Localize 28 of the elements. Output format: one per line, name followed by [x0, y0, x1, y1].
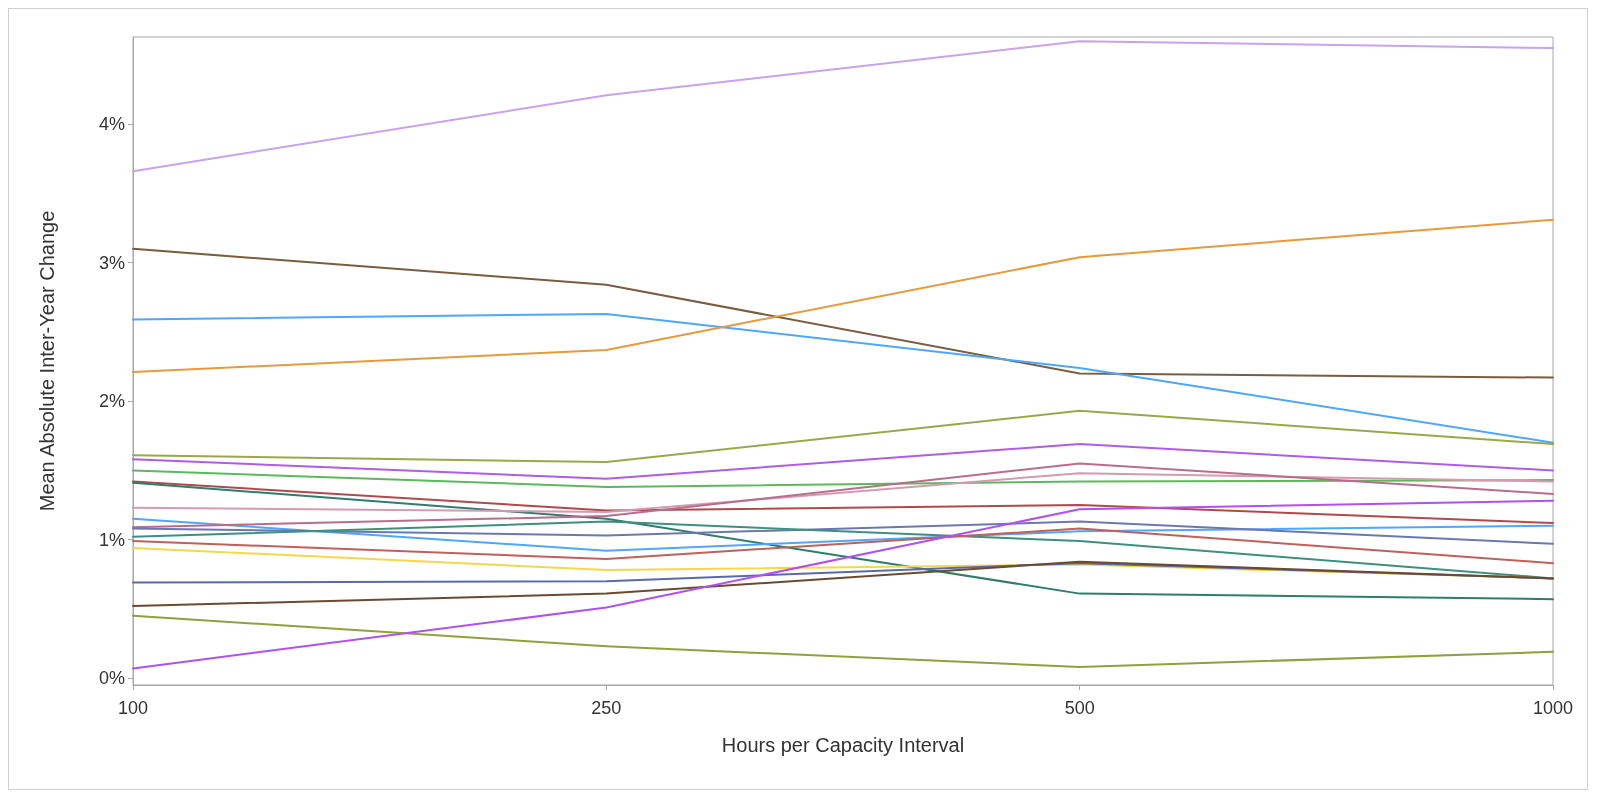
- line-series: [132, 218, 1554, 374]
- line-series: [132, 614, 1554, 668]
- line-series: [132, 247, 1554, 379]
- line-series: [132, 40, 1554, 173]
- y-tick-label: 1%: [98, 529, 125, 550]
- line-series: [132, 499, 1554, 670]
- y-axis-title: Mean Absolute Inter-Year Change: [36, 210, 58, 512]
- x-tick-label: 1000: [1532, 698, 1574, 718]
- line-series: [132, 443, 1554, 480]
- x-tick-label: 250: [591, 698, 622, 718]
- x-tick-label: 500: [1064, 698, 1095, 718]
- line-series: [132, 409, 1554, 464]
- x-axis-title: Hours per Capacity Interval: [721, 734, 965, 756]
- line-series: [132, 472, 1554, 513]
- line-series: [132, 481, 1554, 601]
- line-series: [132, 462, 1554, 529]
- line-series: [132, 480, 1554, 524]
- line-series: [132, 520, 1554, 545]
- y-tick-label: 0%: [98, 668, 125, 689]
- y-tick-label: 3%: [98, 252, 125, 273]
- y-tick-label: 2%: [98, 391, 125, 412]
- line-series: [132, 517, 1554, 552]
- line-series: [132, 312, 1554, 444]
- line-series: [132, 527, 1554, 565]
- line-series: [132, 469, 1554, 488]
- y-tick-label: 4%: [98, 114, 125, 135]
- x-tick-label: 100: [117, 698, 149, 718]
- line-series: [132, 560, 1554, 608]
